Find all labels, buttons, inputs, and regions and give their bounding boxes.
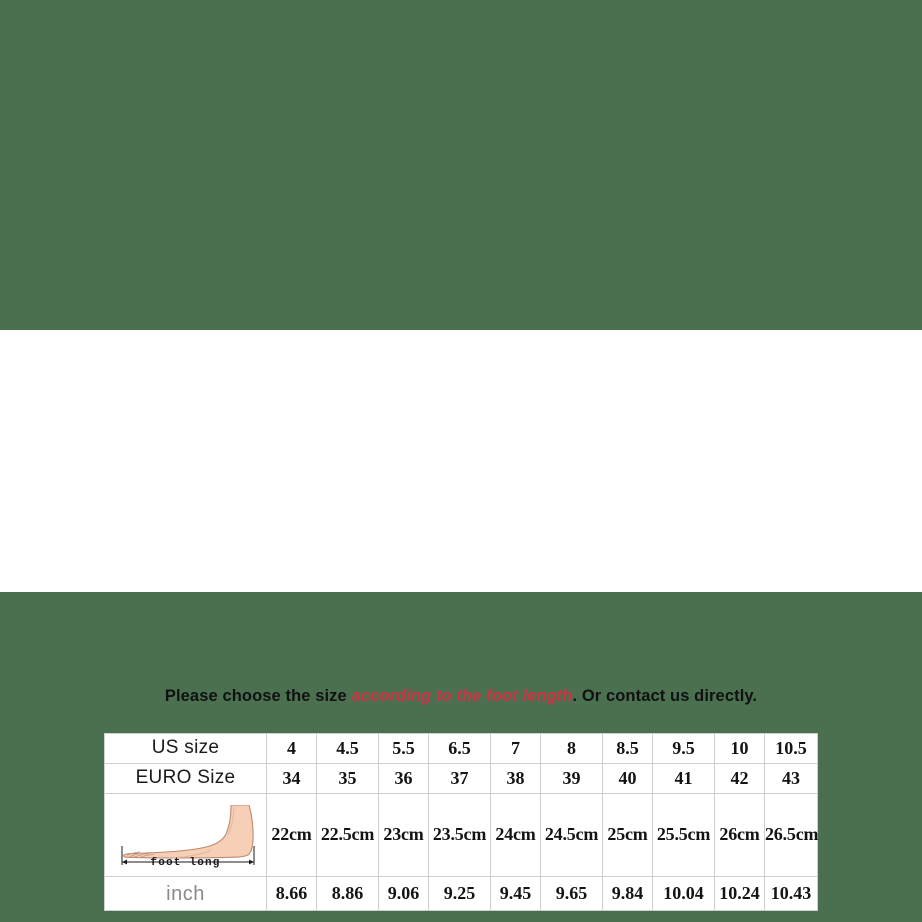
cell-cm-5: 24.5cm [540,793,603,877]
table-row-us-size: US size 4 4.5 5.5 6.5 7 8 8.5 9.5 10 10.… [104,733,818,764]
cell-inch-7: 10.04 [652,876,715,911]
cell-us-4: 7 [490,733,541,764]
heading-text-before: Please choose the size [164,687,352,705]
cell-euro-1: 35 [316,763,379,794]
cell-inch-5: 9.65 [540,876,603,911]
cell-us-2: 5.5 [378,733,429,764]
cell-euro-7: 41 [652,763,715,794]
row-label-us-size: US size [104,733,267,764]
cell-us-0: 4 [266,733,317,764]
cell-inch-8: 10.24 [714,876,765,911]
cell-cm-6: 25cm [602,793,653,877]
cell-us-7: 9.5 [652,733,715,764]
row-label-inch: inch [104,876,267,911]
cell-cm-3: 23.5cm [428,793,491,877]
table-row-inch: inch 8.66 8.86 9.06 9.25 9.45 9.65 9.84 … [104,876,818,911]
cell-us-8: 10 [714,733,765,764]
cell-us-1: 4.5 [316,733,379,764]
cell-euro-0: 34 [266,763,317,794]
cell-euro-6: 40 [602,763,653,794]
cell-cm-2: 23cm [378,793,429,877]
cell-inch-1: 8.86 [316,876,379,911]
cell-inch-0: 8.66 [266,876,317,911]
heading-emphasis: according to the foot length [351,687,573,705]
cell-euro-9: 43 [764,763,818,794]
foot-length-caption: foot long [150,856,221,869]
size-conversion-table: US size 4 4.5 5.5 6.5 7 8 8.5 9.5 10 10.… [104,733,818,911]
cell-inch-6: 9.84 [602,876,653,911]
cell-us-3: 6.5 [428,733,491,764]
cell-inch-4: 9.45 [490,876,541,911]
cell-us-5: 8 [540,733,603,764]
cell-inch-2: 9.06 [378,876,429,911]
foot-diagram: foot long [106,795,266,876]
foot-illustration-cell: foot long [104,793,267,877]
cell-cm-0: 22cm [266,793,317,877]
cell-cm-8: 26cm [714,793,765,877]
heading-text-after: . Or contact us directly. [572,687,758,705]
cell-inch-3: 9.25 [428,876,491,911]
cell-cm-7: 25.5cm [652,793,715,877]
cell-cm-9: 26.5cm [764,793,818,877]
cell-euro-5: 39 [540,763,603,794]
cell-cm-1: 22.5cm [316,793,379,877]
table-row-foot-length: foot long 22cm 22.5cm 23cm 23.5cm 24cm 2… [104,793,818,877]
cell-us-9: 10.5 [764,733,818,764]
cell-inch-9: 10.43 [764,876,818,911]
cell-euro-8: 42 [714,763,765,794]
cell-us-6: 8.5 [602,733,653,764]
row-label-euro-size: EURO Size [104,763,267,794]
size-chart-panel: Please choose the size according to the … [0,330,922,911]
table-row-euro-size: EURO Size 34 35 36 37 38 39 40 41 42 43 [104,763,818,794]
cell-euro-4: 38 [490,763,541,794]
foot-side-view-icon [121,805,254,865]
cell-cm-4: 24cm [490,793,541,877]
cell-euro-3: 37 [428,763,491,794]
cell-euro-2: 36 [378,763,429,794]
page-title: Please choose the size according to the … [0,687,922,706]
